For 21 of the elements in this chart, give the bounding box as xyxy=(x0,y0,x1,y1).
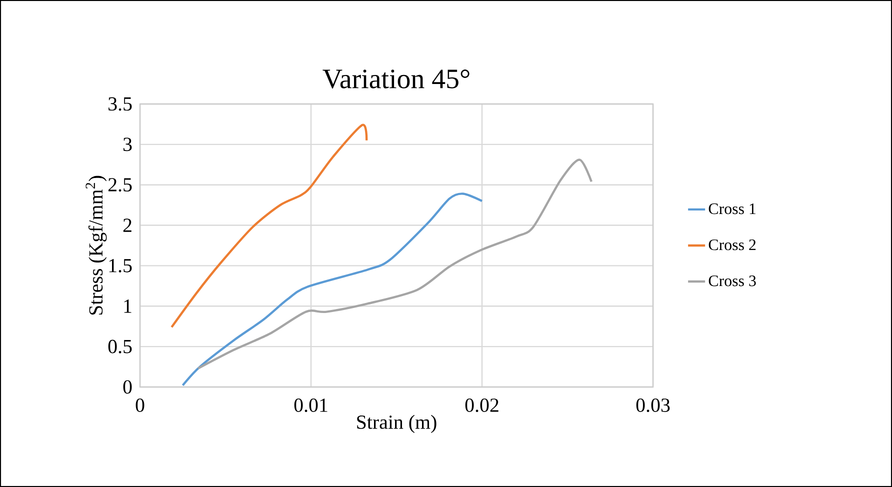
x-axis-title: Strain (m) xyxy=(357,414,436,433)
x-tick-label: 0.02 xyxy=(465,398,498,412)
y-tick-label: 0.5 xyxy=(108,340,132,354)
line-series xyxy=(182,192,484,386)
x-tick-label: 0 xyxy=(136,398,144,412)
y-tick-label: 3.5 xyxy=(108,97,132,111)
legend-label: Cross 1 xyxy=(708,203,756,214)
y-tick-label: 1 xyxy=(124,300,132,313)
line-series xyxy=(197,158,593,370)
chart-title: Variation 45° xyxy=(322,70,470,88)
x-tick-label: 0.03 xyxy=(636,398,670,412)
y-tick-label: 1.5 xyxy=(109,258,132,272)
y-tick-label: 2.5 xyxy=(108,178,132,192)
legend-label: Cross 3 xyxy=(708,276,756,286)
y-tick-label: 2 xyxy=(123,218,132,232)
y-axis-title: Stress (Kgf/mm$^{2}$) xyxy=(86,176,107,315)
line-series xyxy=(170,124,368,328)
y-tick-label: 3 xyxy=(123,138,132,152)
y-tick-label: 0 xyxy=(123,380,132,394)
legend-label: Cross 2 xyxy=(708,239,756,250)
x-tick-label: 0.01 xyxy=(294,398,328,412)
